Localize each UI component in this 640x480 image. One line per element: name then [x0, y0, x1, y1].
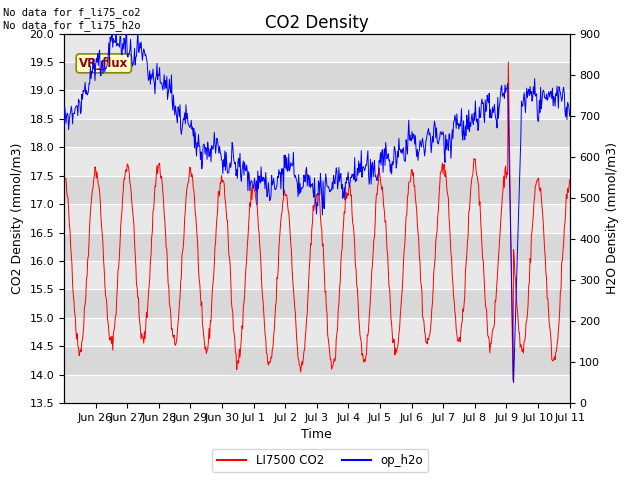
Bar: [64, 62, 570, 90]
Y-axis label: H2O Density (mmol/m3): H2O Density (mmol/m3): [606, 143, 619, 294]
X-axis label: Time: Time: [301, 429, 332, 442]
Bar: [64, 147, 570, 176]
Text: No data for f_li75_co2
No data for f_li75_h2o: No data for f_li75_co2 No data for f_li7…: [3, 7, 141, 31]
Bar: [64, 119, 570, 147]
Y-axis label: CO2 Density (mmol/m3): CO2 Density (mmol/m3): [11, 143, 24, 294]
Bar: [64, 34, 570, 62]
Bar: [64, 233, 570, 261]
Bar: [64, 289, 570, 318]
Bar: [64, 261, 570, 289]
Legend: LI7500 CO2, op_h2o: LI7500 CO2, op_h2o: [212, 449, 428, 472]
Bar: [64, 347, 570, 375]
Bar: [64, 375, 570, 403]
Bar: [64, 176, 570, 204]
Bar: [64, 90, 570, 119]
Bar: [64, 318, 570, 347]
Text: VR_flux: VR_flux: [79, 57, 129, 70]
Title: CO2 Density: CO2 Density: [265, 14, 369, 32]
Bar: [64, 204, 570, 233]
